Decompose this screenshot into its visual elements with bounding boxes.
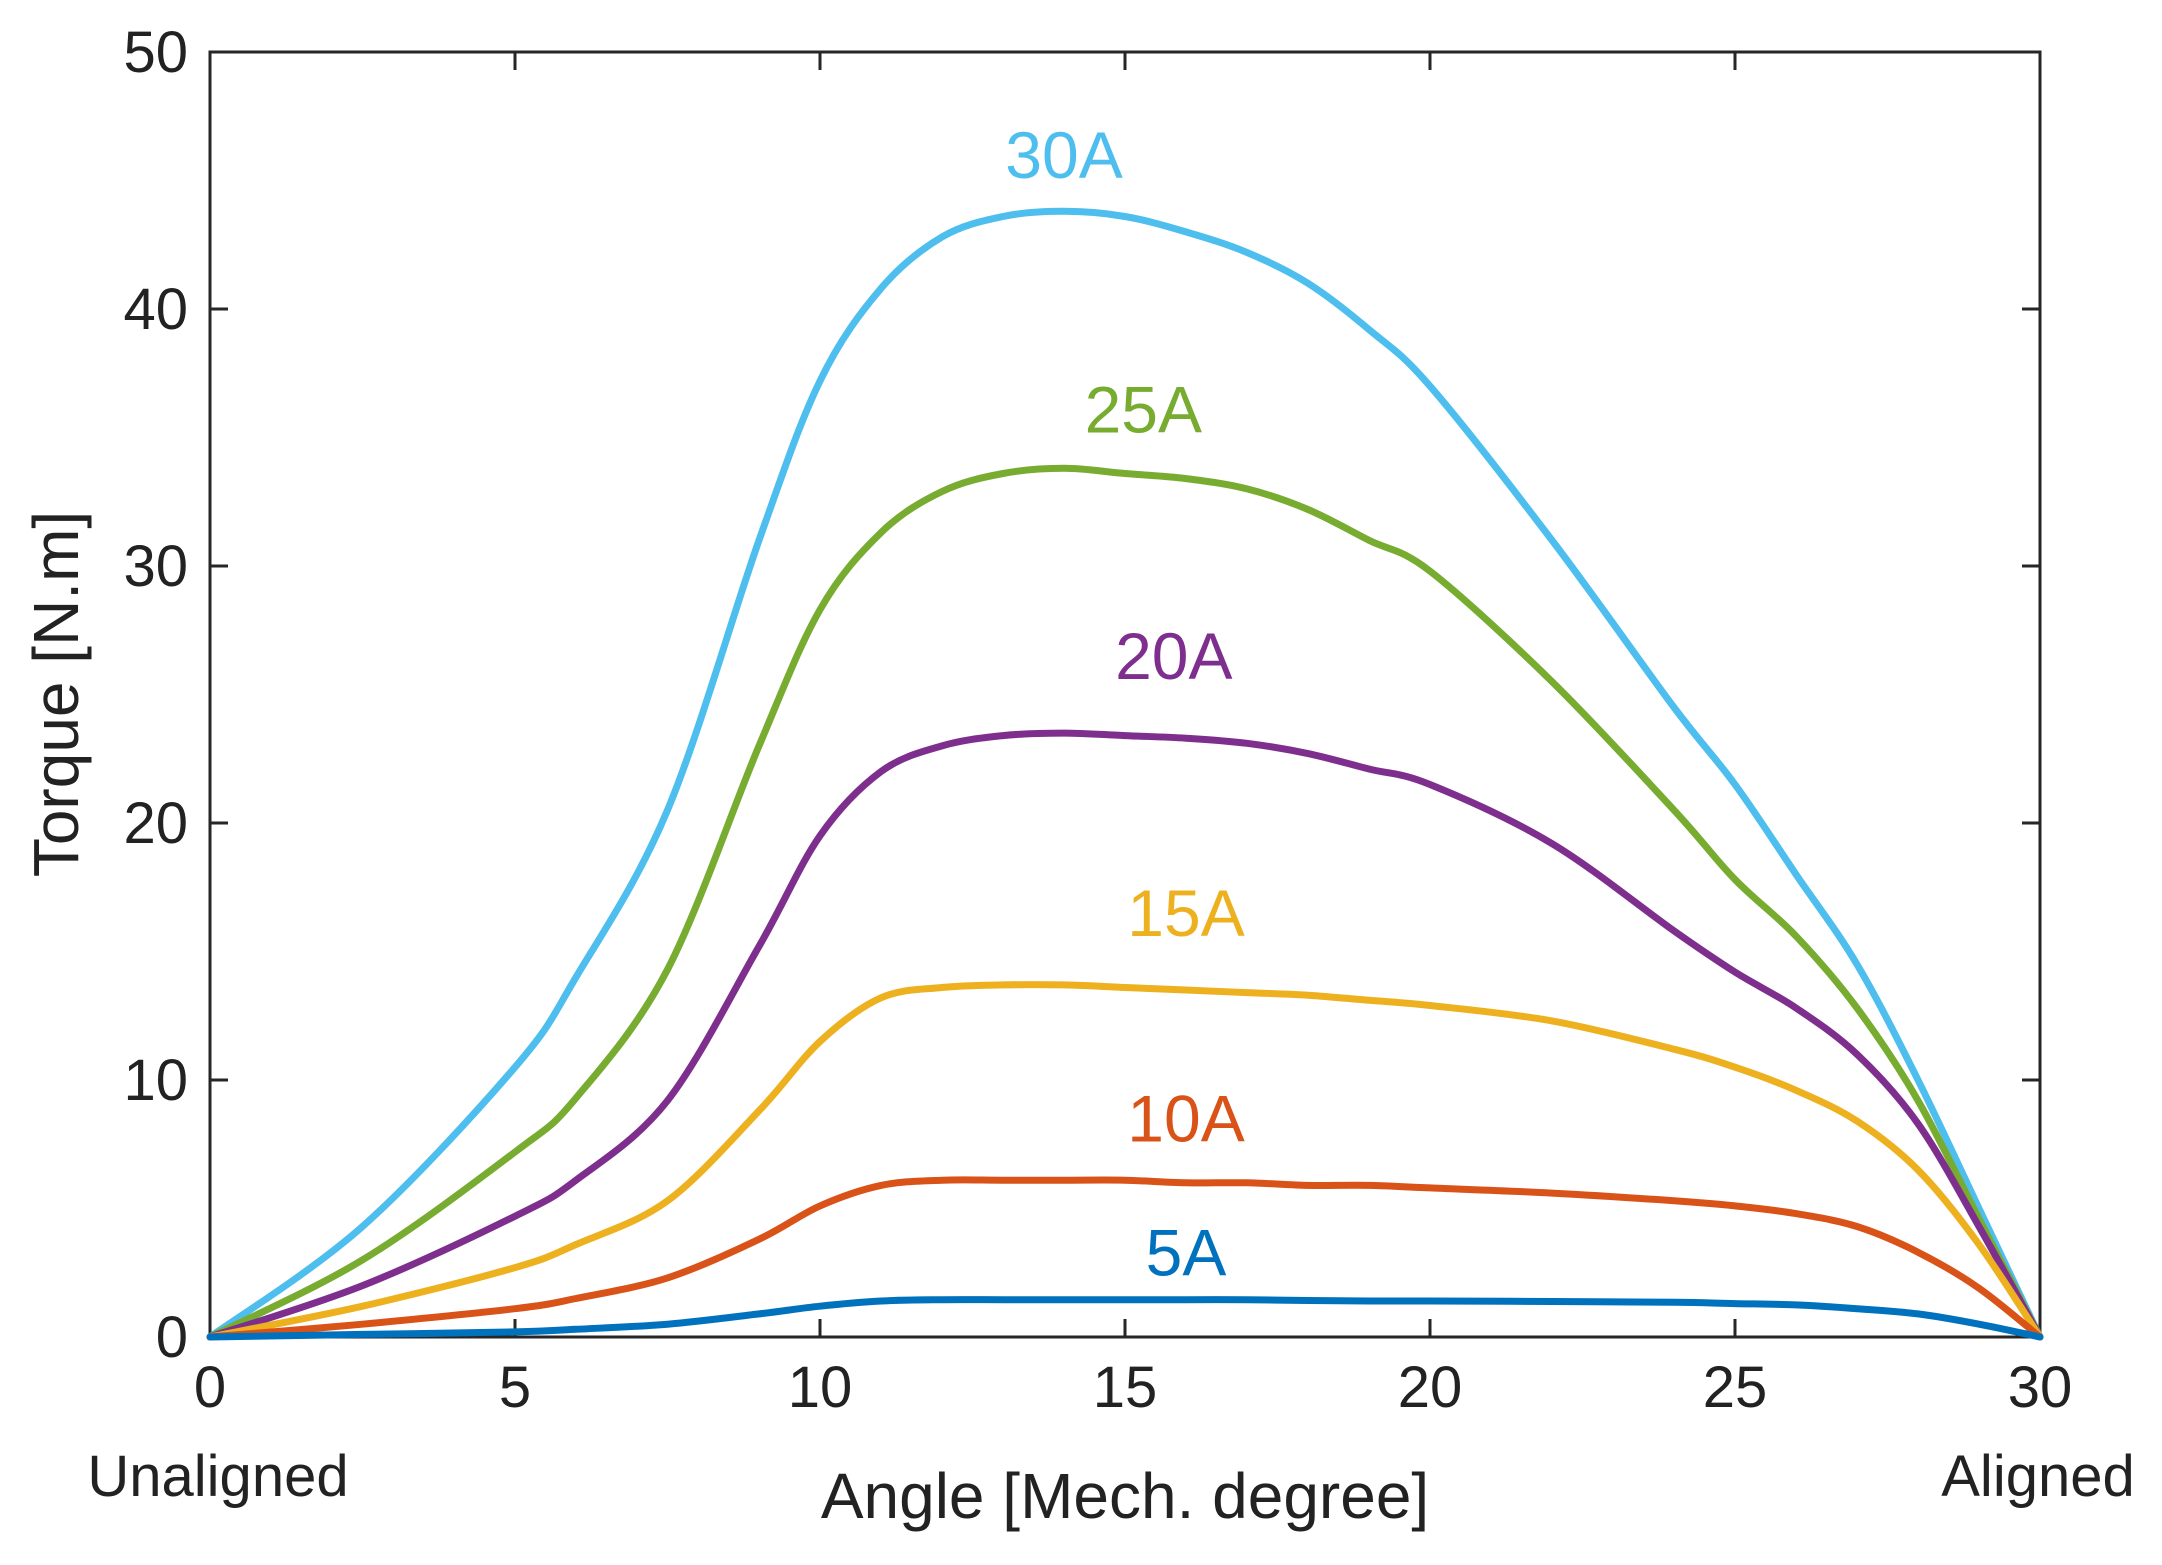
- series-line-25a: [206, 464, 2044, 1341]
- x-tick-label: 25: [1703, 1355, 1768, 1420]
- y-tick-label: 50: [123, 20, 188, 85]
- y-tick-label: 40: [123, 277, 188, 342]
- series-label-30a: 30A: [1005, 118, 1122, 192]
- series-label-15a: 15A: [1127, 876, 1244, 950]
- axis-ticks: 0 5 10 15 20 25 30 0 10 20 30 40 50: [123, 20, 2072, 1420]
- x-end-label-aligned: Aligned: [1941, 1444, 2134, 1509]
- x-tick-label: 0: [194, 1355, 226, 1420]
- plot-area: [208, 50, 2042, 1339]
- series-label-25a: 25A: [1085, 372, 1202, 446]
- y-tick-label: 0: [156, 1305, 188, 1370]
- series-line-20a: [206, 729, 2044, 1341]
- x-end-label-unaligned: Unaligned: [87, 1444, 348, 1509]
- y-tick-label: 20: [123, 791, 188, 856]
- y-axis-label: Torque [N.m]: [20, 511, 92, 877]
- series-label-20a: 20A: [1115, 619, 1232, 693]
- series-line-5a: [206, 1296, 2044, 1341]
- series-line-30a: [206, 207, 2044, 1341]
- y-tick-label: 30: [123, 534, 188, 599]
- x-tick-label: 20: [1398, 1355, 1463, 1420]
- y-tick-label: 10: [123, 1048, 188, 1113]
- series-curves: [206, 207, 2044, 1341]
- x-axis-label: Angle [Mech. degree]: [821, 1460, 1429, 1532]
- series-label-5a: 5A: [1146, 1215, 1227, 1289]
- x-tick-label: 5: [499, 1355, 531, 1420]
- series-line-10a: [206, 1176, 2044, 1341]
- x-tick-label: 15: [1093, 1355, 1158, 1420]
- x-tick-label: 30: [2008, 1355, 2073, 1420]
- x-tick-label: 10: [788, 1355, 853, 1420]
- series-label-10a: 10A: [1127, 1082, 1244, 1156]
- series-line-15a: [206, 981, 2044, 1341]
- series-labels: 30A 25A 20A 15A 10A 5A: [1005, 118, 1244, 1289]
